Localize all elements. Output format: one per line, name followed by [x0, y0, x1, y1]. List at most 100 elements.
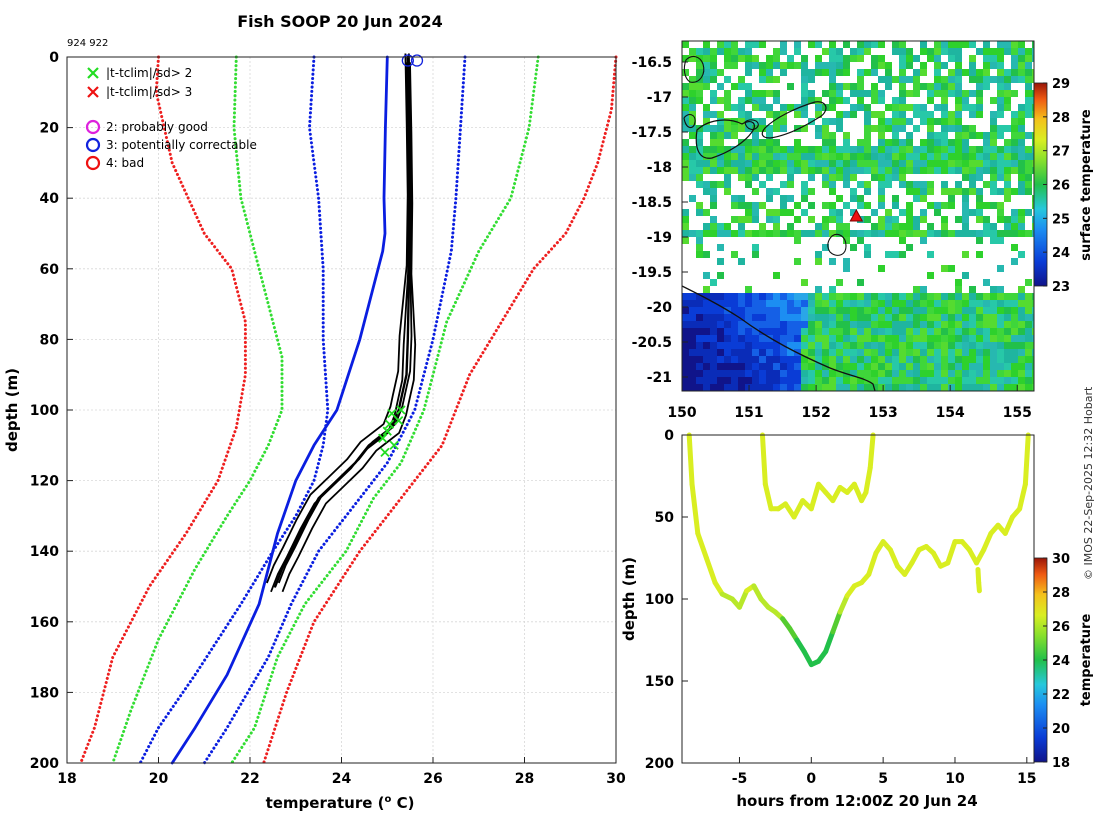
sst-cell	[857, 307, 864, 314]
sst-cell	[815, 349, 822, 356]
sst-cell	[934, 118, 941, 125]
sst-cell	[920, 370, 927, 377]
sst-cell	[752, 90, 759, 97]
sst-cell	[759, 97, 766, 104]
sst-cell	[717, 258, 724, 265]
sst-cell	[920, 300, 927, 307]
sst-cell	[843, 132, 850, 139]
sst-cell	[857, 293, 864, 300]
sst-cell	[864, 90, 871, 97]
sst-cell	[941, 335, 948, 342]
sst-cell	[962, 314, 969, 321]
sst-cell	[731, 335, 738, 342]
sst-cell	[801, 321, 808, 328]
sst-cell	[885, 300, 892, 307]
sst-cell	[794, 48, 801, 55]
sst-cell	[682, 377, 689, 384]
reef-outline	[683, 113, 696, 129]
track-segment	[866, 550, 879, 577]
track-segment	[791, 498, 806, 520]
sst-cell	[1025, 335, 1032, 342]
sst-cell	[885, 328, 892, 335]
sst-cell	[962, 307, 969, 314]
sst-cell	[1004, 223, 1011, 230]
sst-cell	[794, 370, 801, 377]
sst-cell	[822, 139, 829, 146]
sst-cell	[983, 356, 990, 363]
sst-cell	[780, 209, 787, 216]
sst-cell	[990, 55, 997, 62]
sst-cell	[696, 209, 703, 216]
sst-cell	[962, 377, 969, 384]
sst-cell	[801, 279, 808, 286]
sst-cell	[878, 293, 885, 300]
sst-cell	[857, 370, 864, 377]
sst-cell	[696, 370, 703, 377]
sst-cell	[948, 48, 955, 55]
sst-cell	[815, 286, 822, 293]
sst-cell	[976, 251, 983, 258]
sst-cell	[955, 230, 962, 237]
sst-cell	[773, 356, 780, 363]
sst-cell	[850, 335, 857, 342]
sst-cell	[780, 167, 787, 174]
sst-cell	[836, 146, 843, 153]
sst-cell	[773, 363, 780, 370]
sst-cell	[990, 230, 997, 237]
sst-cell	[997, 230, 1004, 237]
sst-cell	[738, 307, 745, 314]
sst-cell	[1018, 153, 1025, 160]
sst-cell	[815, 62, 822, 69]
sst-cell	[857, 230, 864, 237]
sst-cell	[1011, 314, 1018, 321]
sst-cell	[850, 111, 857, 118]
sst-cell	[878, 195, 885, 202]
sst-cell	[962, 300, 969, 307]
sst-cell	[1025, 328, 1032, 335]
sst-cell	[836, 153, 843, 160]
sst-cell	[1025, 69, 1032, 76]
sst-cell	[983, 293, 990, 300]
sst-cell	[759, 139, 766, 146]
sst-cell	[801, 335, 808, 342]
sst-cell	[759, 41, 766, 48]
sst-cell	[899, 41, 906, 48]
sst-cell	[752, 118, 759, 125]
sst-cell	[899, 300, 906, 307]
sst-cell	[808, 146, 815, 153]
sst-cell	[941, 125, 948, 132]
sst-cell	[738, 230, 745, 237]
sst-cell	[997, 237, 1004, 244]
sst-cell	[976, 384, 983, 391]
sst-cell	[787, 153, 794, 160]
profile-trace	[266, 53, 409, 584]
sst-cell	[815, 153, 822, 160]
sst-cell	[941, 188, 948, 195]
sst-cell	[955, 370, 962, 377]
sst-cell	[689, 55, 696, 62]
sst-cell	[710, 335, 717, 342]
sst-cell	[969, 307, 976, 314]
sst-cell	[717, 181, 724, 188]
sst-cell	[906, 314, 913, 321]
sst-cell	[1032, 223, 1034, 230]
sst-cell	[773, 111, 780, 118]
sst-cell	[1018, 118, 1025, 125]
sst-cell	[941, 132, 948, 139]
sst-cell	[955, 349, 962, 356]
sst-cell	[948, 202, 955, 209]
sst-cell	[766, 167, 773, 174]
sst-cell	[731, 55, 738, 62]
sst-cell	[1018, 230, 1025, 237]
sst-cell	[836, 328, 843, 335]
sst-cell	[829, 48, 836, 55]
sst-cell	[801, 349, 808, 356]
sst-cell	[927, 251, 934, 258]
sst-cell	[787, 174, 794, 181]
sst-cell	[822, 69, 829, 76]
sst-cell	[990, 370, 997, 377]
sst-cell	[745, 230, 752, 237]
sst-cell	[822, 202, 829, 209]
credit-text: © IMOS 22-Sep-2025 12:32 Hobart	[1082, 386, 1095, 580]
sst-cell	[969, 230, 976, 237]
